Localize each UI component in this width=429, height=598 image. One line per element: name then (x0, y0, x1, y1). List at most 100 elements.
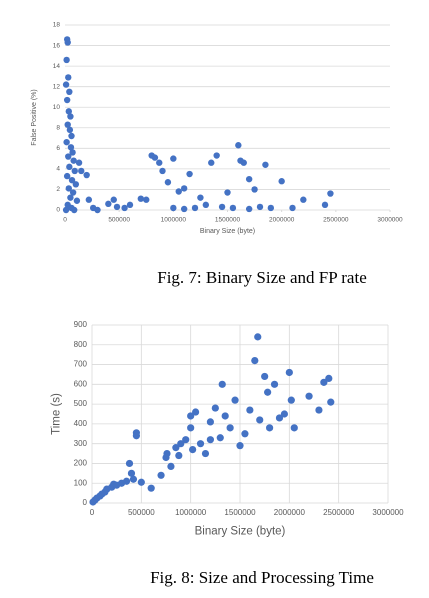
point (65, 74, 72, 81)
y-tick-label: 8 (56, 124, 60, 131)
y-axis-label: Time (s) (51, 393, 63, 435)
point (65, 153, 72, 160)
y-tick-label: 200 (74, 459, 88, 468)
point (246, 406, 254, 414)
point (229, 204, 237, 212)
point (126, 201, 134, 209)
point (180, 185, 188, 192)
point (231, 396, 239, 404)
point (129, 475, 138, 483)
point (63, 96, 71, 104)
caption: Fig. 8: Size and Processing Time (150, 568, 374, 587)
point (270, 380, 279, 388)
point (218, 203, 226, 211)
y-tick-label: 10 (53, 104, 61, 111)
point (300, 196, 307, 203)
point (110, 196, 117, 203)
point (196, 440, 205, 448)
point (156, 159, 163, 166)
point (201, 449, 210, 458)
point (65, 185, 72, 192)
point (172, 444, 180, 452)
point (189, 446, 197, 454)
point (280, 410, 288, 418)
x-tick-label: 1000000 (161, 217, 187, 224)
point (63, 56, 70, 64)
point (202, 201, 210, 209)
y-tick-label: 18 (53, 22, 61, 29)
point (197, 194, 204, 201)
y-tick-label: 700 (74, 360, 88, 369)
point (261, 372, 269, 381)
point (85, 196, 93, 203)
point (132, 429, 140, 437)
x-tick-label: 2500000 (323, 508, 355, 517)
point (175, 188, 182, 195)
point (213, 152, 220, 159)
point (241, 430, 249, 438)
y-tick-label: 6 (56, 145, 60, 152)
point (72, 181, 80, 188)
point (170, 155, 177, 162)
point (64, 121, 71, 128)
point (180, 205, 188, 213)
point (67, 194, 74, 201)
point (94, 206, 101, 214)
point (78, 167, 85, 175)
point (113, 203, 121, 211)
point (224, 189, 231, 196)
point (164, 179, 172, 186)
point (62, 206, 70, 214)
y-tick-label: 900 (74, 320, 88, 329)
y-tick-label: 16 (53, 42, 61, 49)
point (325, 374, 333, 382)
point (266, 424, 274, 432)
point (236, 442, 244, 450)
point (73, 197, 81, 204)
point (75, 159, 83, 166)
point (218, 380, 226, 388)
point (256, 203, 264, 211)
y-tick-label: 4 (56, 166, 60, 173)
point (262, 161, 269, 168)
point (83, 171, 90, 179)
point (251, 186, 258, 193)
point (167, 462, 175, 471)
point (163, 449, 171, 458)
point (245, 175, 253, 183)
point (69, 189, 77, 196)
point (327, 190, 334, 197)
point (177, 440, 185, 448)
point (182, 436, 190, 444)
point (267, 204, 275, 212)
point (320, 378, 328, 386)
point (67, 144, 75, 151)
x-tick-label: 1000000 (175, 508, 207, 517)
point (151, 154, 159, 161)
point (264, 388, 272, 396)
x-tick-label: 1500000 (224, 508, 256, 517)
point (327, 398, 335, 406)
point (66, 163, 73, 171)
point (275, 414, 284, 422)
y-tick-label: 300 (74, 439, 88, 448)
point (159, 167, 166, 175)
point (67, 113, 74, 120)
point (278, 178, 285, 185)
x-axis-label: Binary Size (byte) (195, 525, 286, 537)
point (235, 142, 242, 149)
point (305, 392, 313, 400)
point (137, 195, 145, 202)
point (187, 412, 195, 420)
y-tick-label: 0 (56, 207, 60, 214)
point (63, 172, 71, 180)
x-tick-label: 2500000 (323, 217, 349, 224)
point (245, 205, 253, 213)
point (147, 484, 155, 492)
point (211, 404, 219, 412)
y-tick-label: 100 (74, 478, 88, 487)
point (64, 39, 71, 46)
point (157, 471, 165, 479)
point (69, 149, 76, 156)
